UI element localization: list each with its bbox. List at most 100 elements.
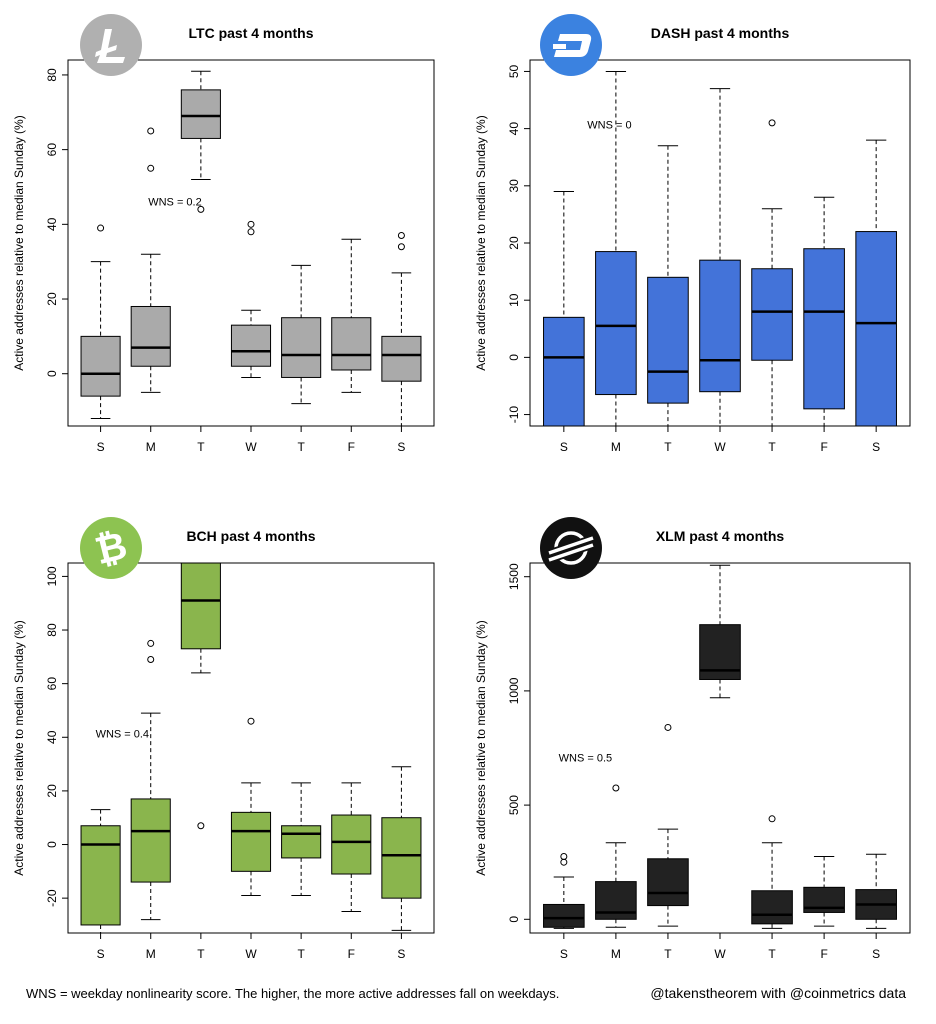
box-body [381,817,422,899]
x-tick-label: T [768,440,776,454]
y-tick-label: 20 [45,784,59,798]
y-axis-label: Active addresses relative to median Sund… [12,620,26,875]
box-s-6 [381,232,422,426]
outlier-point [247,220,255,228]
box-s-6 [855,853,897,929]
box-t-4 [281,264,322,405]
box-f-5 [803,855,845,927]
box-f-5 [331,782,372,913]
box-w-3 [230,220,272,378]
outlier-point [147,639,155,647]
y-tick-label: 40 [45,730,59,744]
box-t-2 [647,723,689,927]
chart-title: DASH past 4 months [651,25,790,41]
y-tick-label: 20 [507,236,521,250]
x-tick-label: M [611,440,621,454]
box-body [381,335,422,382]
chart-title: LTC past 4 months [189,25,314,41]
wns-footnote: WNS = weekday nonlinearity score. The hi… [26,986,560,1001]
outlier-point [147,164,155,172]
y-tick-label: 0 [45,370,59,377]
box-f-5 [803,196,845,426]
box-s-6 [855,139,897,426]
litecoin-logo-badge [80,14,142,76]
credit-text: @takenstheorem with @coinmetrics data [650,985,906,1001]
outlier-point [612,784,620,792]
box-body [180,563,221,650]
y-tick-label: -10 [507,406,521,424]
y-tick-label: 30 [507,179,521,193]
outlier-point [560,858,568,866]
outlier-point [560,852,568,860]
x-tick-label: S [97,440,105,454]
box-t-2 [180,563,221,830]
box-m-1 [130,127,171,393]
box-body [180,89,221,139]
outlier-point [397,243,405,251]
dash-glyph-d [554,34,592,57]
outlier-point [247,228,255,236]
boxes [543,70,897,426]
box-body [595,251,637,396]
x-tick-label: M [146,440,156,454]
y-tick-label: 500 [507,795,521,815]
x-tick-label: T [197,440,205,454]
x-tick-label: S [397,947,405,961]
box-m-1 [130,639,171,921]
boxes [80,70,422,426]
box-s-0 [80,224,121,420]
box-m-1 [595,784,637,928]
x-tick-label: M [611,947,621,961]
box-body [331,317,372,371]
y-tick-label: 80 [45,623,59,637]
box-body [751,890,793,925]
y-tick-label: 10 [507,293,521,307]
bitcoin-cash-logo-badge [80,517,142,579]
outlier-point [397,232,405,240]
y-tick-label: 1000 [507,677,521,704]
y-tick-label: 0 [45,841,59,848]
box-s-0 [543,191,585,426]
outlier-point [147,656,155,664]
box-m-1 [595,70,637,426]
x-tick-label: F [348,947,355,961]
box-body [130,305,171,367]
box-t-4 [751,815,793,929]
box-w-3 [230,717,272,896]
y-tick-label: 60 [45,677,59,691]
litecoin-logo-icon [95,29,125,63]
plot-frame [67,59,435,427]
stellar-logo-icon [547,531,595,565]
y-tick-label: 0 [507,916,521,923]
y-tick-label: 0 [507,354,521,361]
panel-ltc: LTC past 4 months Active addresses relati… [12,14,435,454]
boxes [543,564,897,929]
x-tick-label: T [664,440,672,454]
x-tick-label: S [560,947,568,961]
box-t-4 [281,782,322,896]
x-tick-label: T [768,947,776,961]
outlier-point [197,205,205,213]
box-w-3 [699,564,741,699]
dash-logo-icon [553,34,592,57]
outlier-point [768,815,776,823]
x-tick-label: T [297,440,305,454]
outlier-point [247,717,255,725]
dash-logo-badge [540,14,602,76]
y-tick-label: 20 [45,292,59,306]
box-body [230,324,272,367]
box-s-0 [80,809,121,933]
plot-frame [529,59,911,427]
box-body [281,317,322,378]
box-body [699,259,741,393]
outlier-point [664,723,672,731]
litecoin-glyph [95,29,125,63]
x-tick-label: W [714,440,726,454]
y-axis-label: Active addresses relative to median Sund… [12,115,26,370]
box-body [80,825,121,926]
x-tick-label: S [872,440,880,454]
box-t-2 [180,70,221,213]
box-body [647,858,689,907]
wns-annotation: WNS = 0.2 [148,197,202,209]
